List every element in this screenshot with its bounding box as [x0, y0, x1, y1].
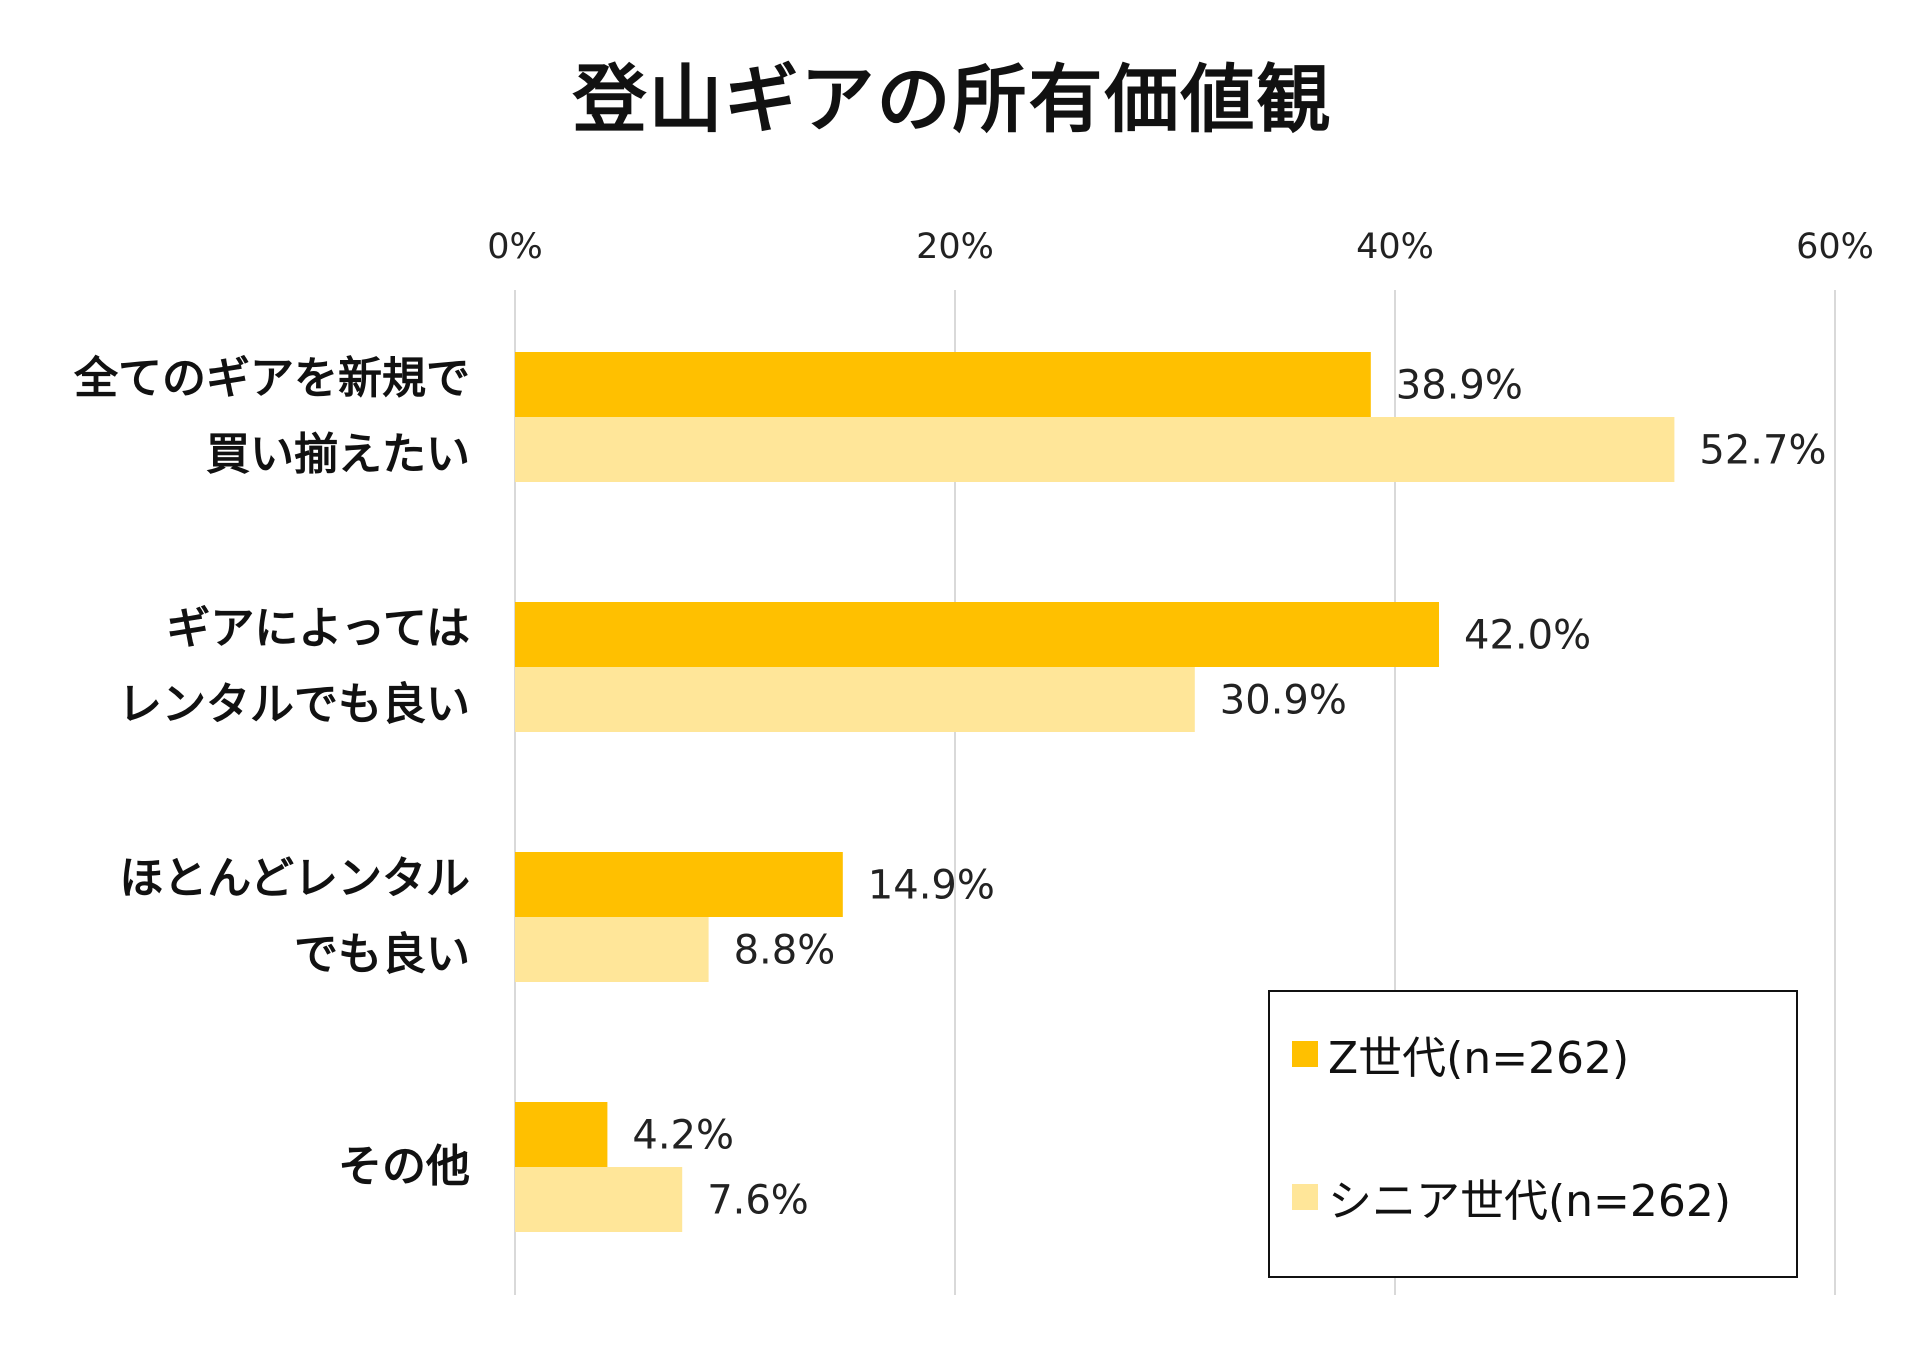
data-label-z-1: 42.0% — [1464, 613, 1591, 659]
data-label-z-0: 38.9% — [1396, 363, 1523, 409]
legend-label-senior-generation: シニア世代(n=262) — [1328, 1176, 1732, 1227]
legend: Z世代(n=262) シニア世代(n=262) — [1268, 990, 1798, 1278]
data-label-senior-2: 8.8% — [734, 928, 836, 974]
x-tick-label-0: 0% — [487, 227, 543, 267]
category-label-2: ほとんどレンタル でも良い — [119, 853, 470, 980]
bar-senior-1 — [515, 667, 1195, 732]
data-label-z-2: 14.9% — [868, 863, 995, 909]
data-label-z-3: 4.2% — [632, 1113, 734, 1159]
x-tick-label-20: 20% — [916, 227, 994, 267]
bar-senior-2 — [515, 917, 709, 982]
x-tick-label-60: 60% — [1796, 227, 1874, 267]
bar-senior-3 — [515, 1167, 683, 1232]
legend-item-z-generation: Z世代(n=262) — [1292, 1024, 1629, 1084]
legend-swatch-z-generation — [1292, 1041, 1318, 1067]
data-label-senior-3: 7.6% — [707, 1178, 809, 1224]
legend-swatch-senior-generation — [1292, 1184, 1318, 1210]
category-label-1: ギアによっては レンタルでも良い — [118, 603, 470, 730]
legend-item-senior-generation: シニア世代(n=262) — [1292, 1167, 1731, 1227]
bar-z-3 — [515, 1102, 608, 1167]
data-label-senior-1: 30.9% — [1220, 678, 1347, 724]
bar-z-2 — [515, 852, 843, 917]
category-label-3: その他 — [338, 1141, 470, 1192]
chart-title: 登山ギアの所有価値観 — [572, 57, 1333, 143]
legend-label-z-generation: Z世代(n=262) — [1328, 1033, 1630, 1084]
category-label-0: 全てのギアを新規で 買い揃えたい — [74, 353, 470, 480]
data-label-senior-0: 52.7% — [1699, 428, 1826, 474]
bar-z-0 — [515, 352, 1371, 417]
bar-senior-0 — [515, 417, 1675, 482]
x-tick-label-40: 40% — [1356, 227, 1434, 267]
bar-z-1 — [515, 602, 1439, 667]
